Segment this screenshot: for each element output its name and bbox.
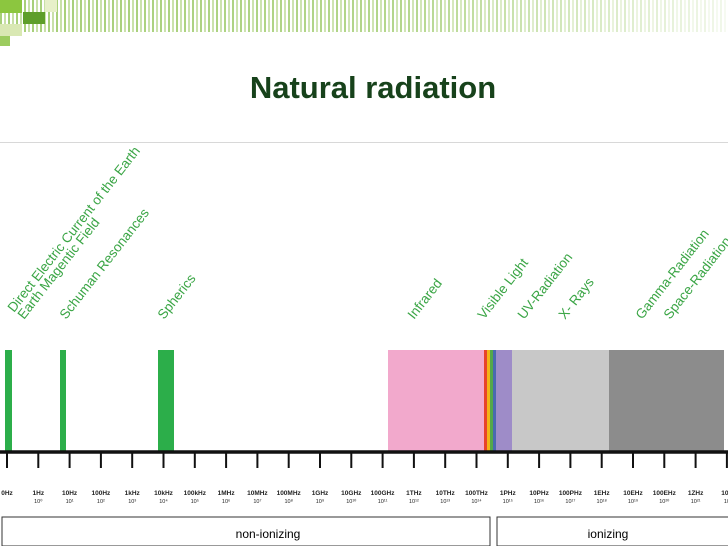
tick-label-exponent: 10: [724, 499, 728, 505]
tick-label-exponent: 10¹⁴: [471, 498, 482, 505]
non-ionizing-label: non-ionizing: [236, 527, 301, 541]
tick-label-frequency: 100Hz: [92, 490, 112, 497]
tick-label-exponent: 10¹⁶: [534, 498, 544, 505]
visible-red: [484, 350, 487, 451]
tick-label-exponent: 10¹¹: [378, 499, 388, 505]
visible-green: [490, 350, 493, 451]
tick-label-frequency: 10THz: [436, 490, 456, 497]
ionizing-label: ionizing: [588, 527, 629, 541]
tick-label-frequency: 100kHz: [184, 490, 207, 497]
tick-label-frequency: 10GHz: [341, 490, 362, 497]
tick-label-exponent: 10⁹: [316, 498, 324, 505]
title-divider: [0, 142, 728, 143]
tick-label-frequency: 1Hz: [33, 490, 45, 497]
tick-label-exponent: 10¹⁵: [503, 498, 513, 505]
tick-label-frequency: 1GHz: [312, 490, 329, 497]
tick-label-exponent: 10¹³: [440, 499, 450, 505]
visible-yellow: [487, 350, 490, 451]
tick-label-frequency: 1THz: [406, 490, 422, 497]
tick-label-frequency: 100MHz: [277, 490, 302, 497]
tick-label-exponent: 10⁰: [34, 498, 43, 505]
header-square: [0, 36, 10, 46]
visible-blue: [493, 350, 496, 451]
tick-label-exponent: 10¹⁹: [628, 498, 638, 505]
spherics-bar: [158, 350, 174, 451]
tick-label-exponent: 10¹⁸: [597, 498, 607, 505]
tick-label-exponent: 10¹: [66, 499, 74, 505]
tick-label-frequency: 100GHz: [371, 490, 396, 497]
tick-label-frequency: 100PHz: [559, 490, 583, 497]
tick-label-exponent: 10⁷: [253, 498, 261, 505]
tick-label-exponent: 10¹⁰: [346, 498, 357, 505]
tick-label-frequency: 10kHz: [154, 490, 174, 497]
label-earth-magnetic-field: Earth Magentic Field: [15, 215, 103, 322]
tick-label-frequency: 10EHz: [623, 490, 643, 497]
tick-label-exponent: 10²¹: [691, 499, 701, 505]
tick-label-frequency: 1kHz: [125, 490, 141, 497]
uv-band: [496, 350, 512, 451]
tick-label-frequency: 10PHz: [529, 490, 549, 497]
gamma-space-band: [609, 350, 724, 451]
tick-label-frequency: 10MHz: [247, 490, 268, 497]
label-spherics: Spherics: [155, 271, 199, 322]
non-ionizing-bracket: non-ionizing: [1, 516, 491, 546]
schuman-resonance-bar: [60, 350, 66, 451]
header-square: [45, 0, 57, 12]
infrared-band: [388, 350, 484, 451]
tick-label-exponent: 10¹²: [409, 499, 419, 505]
header-square: [0, 24, 22, 36]
tick-label-frequency: 1EHz: [594, 490, 611, 497]
decorative-header-bar: [0, 0, 728, 46]
tick-label-frequency: 1ZHz: [688, 490, 704, 497]
tick-label-frequency: 100EHz: [653, 490, 677, 497]
tick-label-exponent: 10⁸: [284, 498, 292, 505]
axis-ticks: [6, 452, 728, 468]
tick-label-exponent: 10¹⁷: [565, 498, 575, 505]
tick-label-frequency: 10Z: [721, 490, 728, 497]
header-pattern: [0, 0, 728, 46]
band-labels: Direct Electric Current of the Earth Ear…: [5, 144, 728, 322]
tick-label-exponent: 10⁴: [159, 498, 168, 505]
slide-title: Natural radiation: [249, 70, 497, 105]
earth-field-bar: [5, 350, 12, 451]
tick-label-exponent: 10³: [128, 499, 136, 505]
tick-label-frequency: 0Hz: [1, 490, 13, 497]
header-square: [23, 12, 45, 24]
tick-label-frequency: 100THz: [465, 490, 489, 497]
xray-band: [512, 350, 609, 451]
tick-label-frequency: 1PHz: [500, 490, 517, 497]
tick-label-frequency: 10Hz: [62, 490, 78, 497]
tick-label-exponent: 10⁶: [222, 498, 230, 505]
label-infrared: Infrared: [405, 276, 445, 322]
header-square: [0, 0, 22, 13]
tick-label-exponent: 10²: [97, 499, 105, 505]
tick-label-exponent: 10²⁰: [659, 498, 670, 505]
ionizing-bracket: ionizing: [496, 516, 728, 546]
tick-label-exponent: 10⁵: [191, 498, 199, 505]
tick-label-frequency: 1MHz: [218, 490, 236, 497]
label-x-rays: X- Rays: [556, 275, 598, 322]
